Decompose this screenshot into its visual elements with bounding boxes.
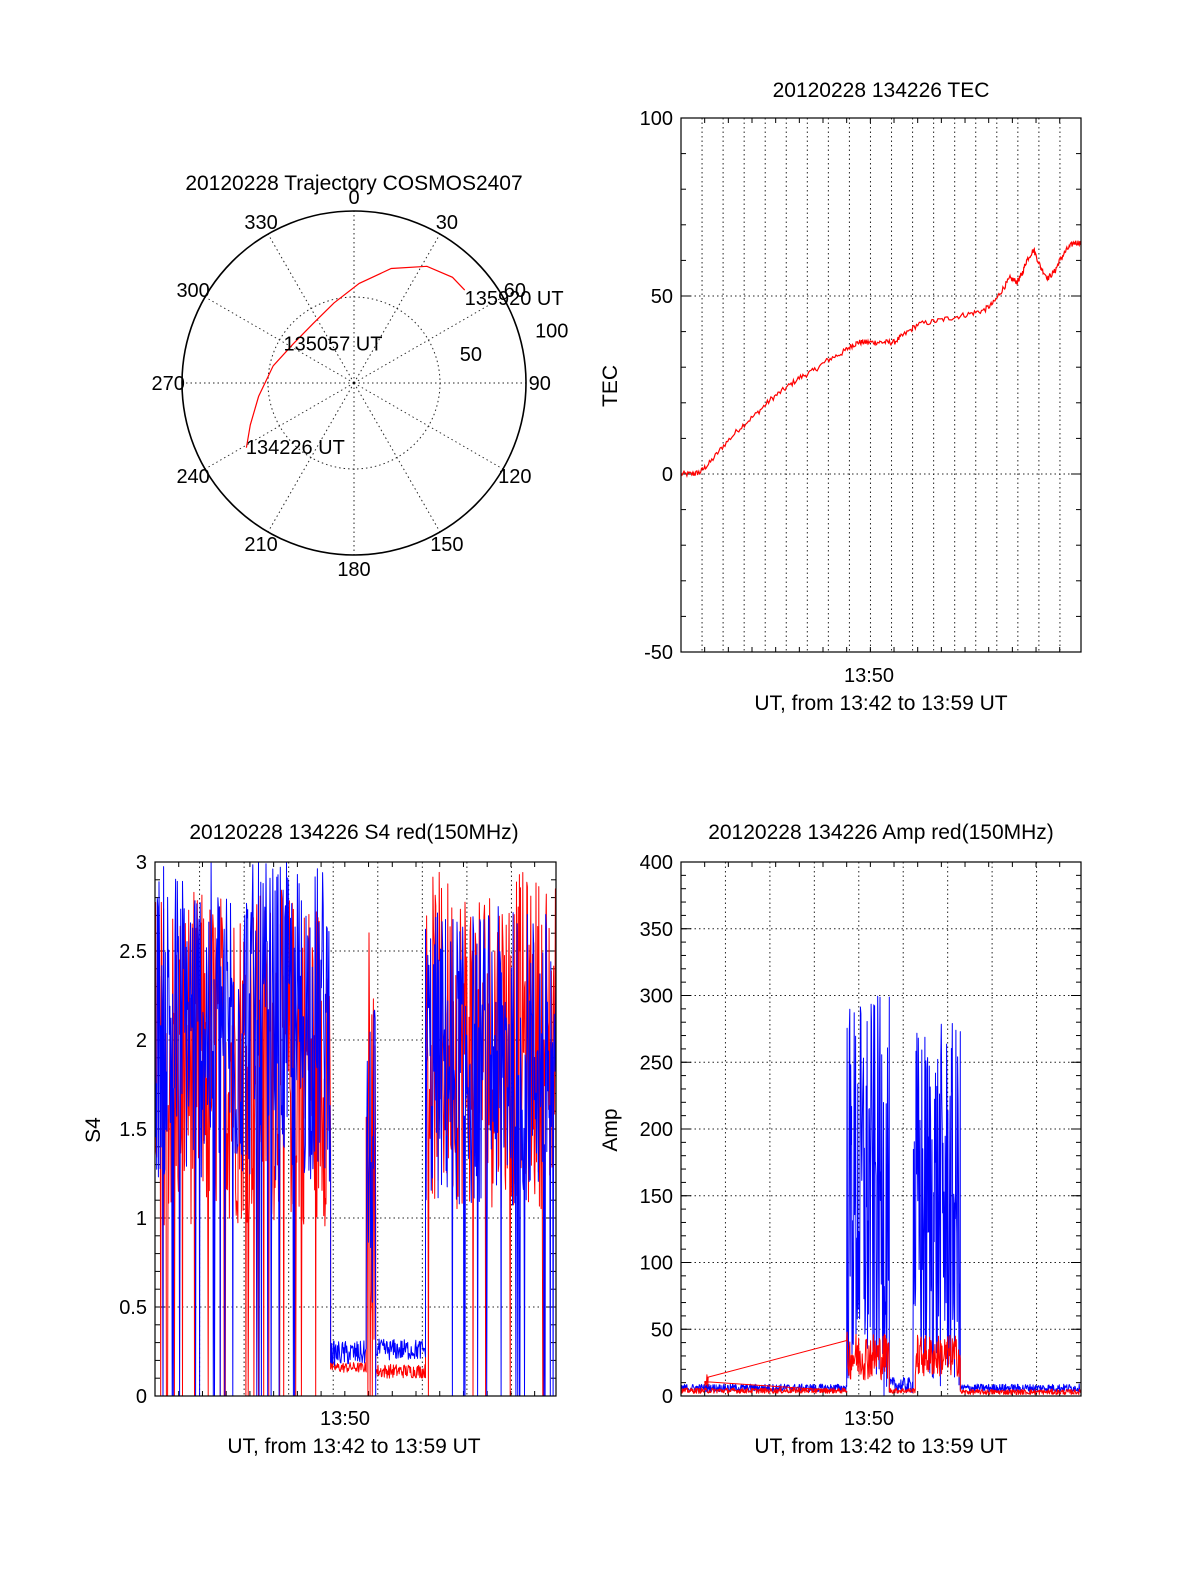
tec-plot-area: -50 0 50 100 bbox=[640, 108, 1082, 664]
amp-title: 20120228 134226 Amp red(150MHz) bbox=[708, 821, 1054, 844]
polar-radial-label: 50 bbox=[460, 344, 482, 366]
y-tick-label: 50 bbox=[651, 286, 673, 308]
s4-plot-area: 0 0.5 1 1.5 2 2.5 3 bbox=[119, 852, 557, 1408]
y-tick-label: 1 bbox=[136, 1208, 147, 1230]
trajectory-line bbox=[245, 265, 466, 448]
y-tick-label: 350 bbox=[640, 919, 673, 941]
amp-panel: 20120228 134226 Amp red(150MHz) 0 50 100 15… bbox=[599, 821, 1082, 1458]
s4-title: 20120228 134226 S4 red(150MHz) bbox=[189, 821, 518, 844]
s4-panel: 20120228 134226 S4 red(150MHz) 0 0.5 1 1.5 2… bbox=[82, 821, 557, 1458]
plot-frame bbox=[154, 861, 557, 1397]
y-tick-label: -50 bbox=[644, 642, 673, 664]
tec-series-line bbox=[680, 240, 1082, 479]
polar-spoke bbox=[204, 382, 355, 470]
y-tick-label: 2.5 bbox=[119, 941, 147, 963]
polar-azimuth-label: 300 bbox=[176, 280, 209, 302]
y-tick-label: 100 bbox=[640, 108, 673, 130]
polar-azimuth-label: 60 bbox=[504, 280, 526, 302]
polar-spoke bbox=[204, 296, 355, 384]
y-tick-label: 150 bbox=[640, 1186, 673, 1208]
polar-spoke bbox=[353, 382, 441, 533]
y-tick-label: 2 bbox=[136, 1030, 147, 1052]
polar-azimuth-label: 180 bbox=[337, 559, 370, 581]
polar-grid bbox=[181, 210, 527, 556]
amp-ylabel: Amp bbox=[599, 1108, 622, 1151]
y-tick-label: 250 bbox=[640, 1052, 673, 1074]
plot-frame bbox=[680, 117, 1082, 653]
trajectory-panel: 20120228 Trajectory COSMOS2407 0 30 60 90 12… bbox=[152, 172, 569, 581]
polar-annotation: 135057 UT bbox=[283, 333, 382, 355]
polar-spoke bbox=[353, 233, 441, 384]
polar-spoke bbox=[267, 233, 355, 384]
polar-azimuth-label: 240 bbox=[176, 466, 209, 488]
s4-xlabel: UT, from 13:42 to 13:59 UT bbox=[227, 1435, 480, 1458]
y-tick-label: 3 bbox=[136, 852, 147, 874]
polar-spoke bbox=[353, 296, 504, 384]
y-tick-label: 100 bbox=[640, 1253, 673, 1275]
polar-annotation: 135920 UT bbox=[465, 288, 564, 310]
tec-panel: 20120228 134226 TEC -50 0 50 100 13:50 UT, … bbox=[599, 79, 1082, 715]
tec-ylabel: TEC bbox=[599, 365, 622, 407]
tec-x-tick: 13:50 bbox=[844, 665, 894, 687]
polar-azimuth-label: 0 bbox=[348, 187, 359, 209]
polar-azimuth-label: 270 bbox=[152, 373, 185, 395]
polar-annotation: 134226 UT bbox=[246, 437, 345, 459]
polar-azimuth-label: 30 bbox=[436, 212, 458, 234]
y-tick-label: 0 bbox=[662, 464, 673, 486]
y-tick-label: 50 bbox=[651, 1319, 673, 1341]
polar-radial-label: 100 bbox=[535, 320, 568, 342]
s4-ylabel: S4 bbox=[82, 1117, 105, 1143]
y-tick-label: 200 bbox=[640, 1119, 673, 1141]
y-tick-label: 400 bbox=[640, 852, 673, 874]
amp-plot-area: 0 50 100 150 200 250 300 350 400 bbox=[640, 852, 1082, 1408]
amp-x-tick: 13:50 bbox=[844, 1408, 894, 1430]
amp-xlabel: UT, from 13:42 to 13:59 UT bbox=[754, 1435, 1007, 1458]
s4-x-tick: 13:50 bbox=[320, 1408, 370, 1430]
polar-azimuth-label: 90 bbox=[529, 373, 551, 395]
y-tick-label: 0 bbox=[662, 1386, 673, 1408]
y-tick-label: 300 bbox=[640, 986, 673, 1008]
y-tick-label: 0 bbox=[136, 1386, 147, 1408]
series-line bbox=[154, 861, 557, 1397]
polar-azimuth-label: 150 bbox=[430, 534, 463, 556]
series-line bbox=[680, 1331, 1082, 1396]
polar-outer-ring bbox=[181, 210, 527, 556]
polar-spoke bbox=[267, 382, 355, 533]
y-tick-label: 1.5 bbox=[119, 1119, 147, 1141]
plot-frame bbox=[680, 861, 1082, 1397]
polar-azimuth-label: 210 bbox=[244, 534, 277, 556]
y-tick-label: 0.5 bbox=[119, 1297, 147, 1319]
trajectory-title: 20120228 Trajectory COSMOS2407 bbox=[185, 172, 522, 195]
polar-labels: 0 30 60 90 120 150 180 210 240 270 300 330 50 100 1342… bbox=[152, 187, 569, 581]
tec-title: 20120228 134226 TEC bbox=[773, 79, 990, 102]
polar-azimuth-label: 120 bbox=[498, 466, 531, 488]
tec-xlabel: UT, from 13:42 to 13:59 UT bbox=[754, 692, 1007, 715]
series-line bbox=[154, 871, 557, 1397]
polar-spoke bbox=[353, 382, 504, 470]
polar-azimuth-label: 330 bbox=[244, 212, 277, 234]
